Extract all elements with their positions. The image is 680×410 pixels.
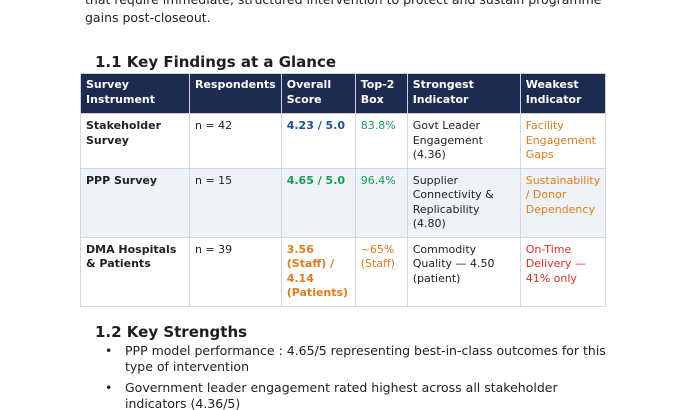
cell-text: Facility xyxy=(525,119,564,132)
cell-text: & Patients xyxy=(86,257,151,270)
table-cell: n = 39 xyxy=(189,236,282,307)
cell-text: 83.8% xyxy=(360,119,396,132)
header-text: Indicator xyxy=(412,92,469,106)
table-row: Stakeholder Survey n = 42 4.23 / 5.0 83.8% Go… xyxy=(80,113,607,169)
header-text: Indicator xyxy=(525,92,582,106)
table-cell: 4.65 / 5.0 xyxy=(280,167,356,238)
cell-text: ~65% xyxy=(360,242,395,256)
cell-text: Engagement xyxy=(412,133,483,147)
header-text: Weakest xyxy=(525,78,579,91)
table-row: PPP Survey n = 15 4.65 / 5.0 96.4% Supplier C… xyxy=(80,167,607,238)
table-cell: Facility Engagement Gaps xyxy=(519,113,607,169)
header-cell: Weakest Indicator xyxy=(519,73,607,114)
header-cell: Top-2 Box xyxy=(354,73,408,114)
cell-text: (patient) xyxy=(412,271,461,285)
text-line: gains post-closeout. xyxy=(85,10,211,25)
table-cell: Sustainability / Donor Dependency xyxy=(519,167,607,238)
table-cell: 3.56 (Staff) /4.14 (Patients) xyxy=(280,236,356,307)
table-cell: 4.23 / 5.0 xyxy=(280,113,356,169)
table-cell: PPP Survey xyxy=(80,167,190,238)
bullet-text: PPP model performance : 4.65/5 represent… xyxy=(125,343,606,375)
cell-text: n = 15 xyxy=(195,173,233,187)
text-line: that require immediate, structured inter… xyxy=(85,0,601,9)
cell-text: (Staff) xyxy=(360,257,395,270)
cell-text: Supplier xyxy=(412,173,459,187)
table-row: DMA Hospitals & Patients n = 39 3.56 (Staff)… xyxy=(80,236,607,307)
header-text: Respondents xyxy=(195,78,276,91)
section-heading: 1.1 Key Findings at a Glance xyxy=(95,53,337,71)
text-line: type of intervention xyxy=(125,359,249,374)
table-cell: ~65% (Staff) xyxy=(354,236,408,307)
cell-text: Engagement xyxy=(525,133,596,147)
cell-text: On-Time xyxy=(525,242,572,256)
table-cell: Govt Leader Engagement (4.36) xyxy=(406,113,521,169)
findings-table: Survey Instrument Respondents Overall Score T… xyxy=(80,73,607,307)
cell-text: (4.36) xyxy=(412,148,446,161)
cell-text: Connectivity & xyxy=(412,188,494,201)
header-text: Score xyxy=(286,92,322,106)
table-cell: n = 42 xyxy=(189,113,282,169)
cell-text: Replicability xyxy=(412,202,480,216)
intro-paragraph: that require immediate, structured inter… xyxy=(85,0,601,27)
table-cell: n = 15 xyxy=(189,167,282,238)
header-cell: Strongest Indicator xyxy=(406,73,521,114)
cell-text: Quality — 4.50 xyxy=(412,257,495,270)
cell-text: PPP Survey xyxy=(86,173,157,187)
table-cell: 96.4% xyxy=(354,167,408,238)
cell-text: Stakeholder xyxy=(86,119,162,132)
header-text: Strongest xyxy=(412,78,474,91)
cell-text: (Patients) xyxy=(286,286,349,299)
cell-text: DMA Hospitals xyxy=(86,242,177,256)
table-cell: Commodity Quality — 4.50 (patient) xyxy=(406,236,521,307)
cell-text: 4.65 / 5.0 xyxy=(286,173,346,187)
cell-text: Commodity xyxy=(412,242,477,256)
cell-text: Delivery — xyxy=(525,257,586,270)
cell-text: (4.80) xyxy=(412,217,446,230)
header-text: Top-2 xyxy=(360,78,395,91)
cell-text: Dependency xyxy=(525,202,595,216)
bullet-dot: • xyxy=(105,380,113,395)
cell-text: 41% only xyxy=(525,271,577,285)
header-text: Survey xyxy=(86,78,129,91)
cell-text: Govt Leader xyxy=(412,119,481,132)
cell-text: (Staff) / xyxy=(286,257,335,270)
bullet-dot: • xyxy=(105,343,113,358)
header-text: Box xyxy=(360,92,384,106)
text-line: PPP model performance : 4.65/5 represent… xyxy=(125,343,606,358)
table-cell: On-Time Delivery —41% only xyxy=(519,236,607,307)
header-cell: Overall Score xyxy=(280,73,356,114)
section-heading: 1.2 Key Strengths xyxy=(95,323,248,341)
cell-text: Survey xyxy=(86,133,129,147)
cell-text: Sustainability xyxy=(525,173,601,187)
table-cell: 83.8% xyxy=(354,113,408,169)
header-text: Instrument xyxy=(86,92,155,106)
cell-text: 4.14 xyxy=(286,271,314,285)
header-row: Survey Instrument Respondents Overall Score T… xyxy=(80,73,607,114)
cell-text: 96.4% xyxy=(360,173,396,187)
table-cell: Stakeholder Survey xyxy=(80,113,190,169)
cell-text: n = 39 xyxy=(195,242,233,256)
header-cell: Respondents xyxy=(189,73,282,114)
text-line: Government leader engagement rated highe… xyxy=(125,380,558,395)
text-line: indicators (4.36/5) xyxy=(125,396,241,410)
bullet-text: Government leader engagement rated highe… xyxy=(125,380,558,410)
cell-text: 4.23 / 5.0 xyxy=(286,119,346,132)
header-cell: Survey Instrument xyxy=(80,73,190,114)
table-cell: DMA Hospitals & Patients xyxy=(80,236,190,307)
table-cell: Supplier Connectivity & Replicability (4.80… xyxy=(406,167,521,238)
cell-text: 3.56 xyxy=(286,242,314,256)
cell-text: Gaps xyxy=(525,148,554,161)
cell-text: n = 42 xyxy=(195,119,233,132)
cell-text: / Donor xyxy=(525,188,567,201)
header-text: Overall xyxy=(286,78,332,91)
